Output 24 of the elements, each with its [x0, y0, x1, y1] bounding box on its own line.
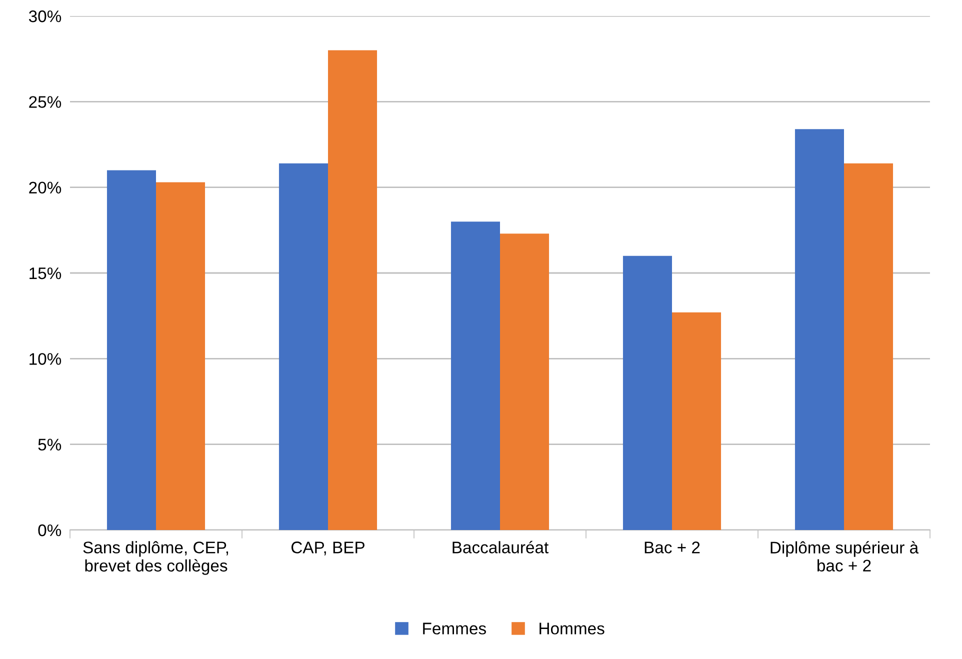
y-tick-label: 10%: [30, 353, 62, 365]
legend-label: Hommes: [540, 622, 604, 634]
bar: [106, 170, 156, 530]
y-tick-label: 25%: [29, 96, 62, 108]
legend-label: Femmes: [423, 622, 486, 634]
bar: [450, 222, 500, 530]
bar: [794, 129, 844, 530]
bar: [278, 163, 328, 530]
x-tick-label: Diplôme supérieur à bac + 2: [770, 541, 919, 572]
y-tick-label: 30%: [28, 10, 62, 22]
bar: [844, 163, 894, 530]
x-tick-label: CAP, BEP: [291, 542, 364, 556]
y-tick-label: 0%: [38, 524, 62, 536]
y-tick-label: 20%: [29, 182, 62, 194]
x-tick-label: Bac + 2: [644, 542, 700, 554]
bar: [156, 182, 206, 530]
bar: [672, 312, 722, 530]
y-tick-label: 15%: [30, 267, 62, 280]
y-tick-label: 5%: [38, 438, 62, 451]
bar: [622, 256, 672, 530]
x-tick-label: Sans diplôme, CEP, brevet des collèges: [83, 541, 228, 575]
x-tick-label: Baccalauréat: [452, 540, 549, 554]
bar: [328, 50, 378, 530]
bar: [500, 234, 550, 530]
